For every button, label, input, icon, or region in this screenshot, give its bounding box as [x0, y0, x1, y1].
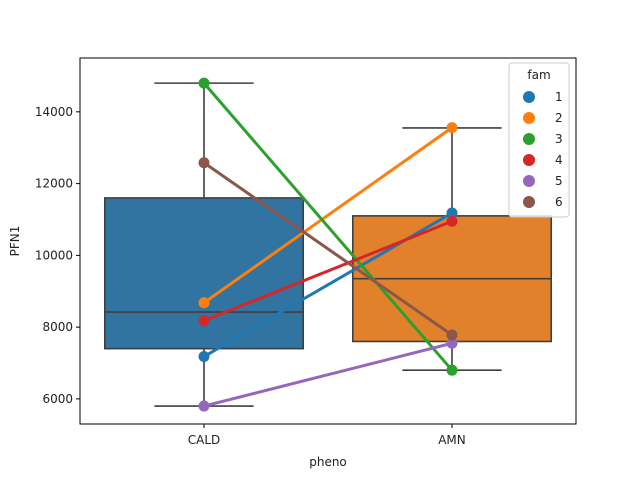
legend-marker: [523, 133, 535, 145]
series-fam-4: [198, 215, 458, 327]
legend-title: fam: [527, 68, 550, 82]
data-point: [446, 207, 458, 219]
boxes-layer: [104, 82, 552, 407]
y-tick-label: 6000: [42, 392, 73, 406]
legend-marker: [523, 112, 535, 124]
legend-item-6: 6: [523, 195, 563, 209]
series-line: [203, 219, 453, 323]
legend-marker: [523, 154, 535, 166]
series-line: [203, 161, 453, 337]
x-tick-label: AMN: [438, 433, 466, 447]
series-line: [203, 341, 453, 408]
data-point: [446, 122, 458, 134]
legend-item-5: 5: [523, 174, 563, 188]
series-layer: [198, 77, 458, 412]
y-tick-label: 12000: [35, 177, 73, 191]
series-fam-5: [198, 337, 458, 412]
legend: fam 1 2 3 4 5 6: [508, 62, 570, 218]
data-point: [446, 215, 458, 227]
x-tick-label: CALD: [188, 433, 221, 447]
series-line: [203, 126, 453, 304]
data-point: [446, 329, 458, 341]
series-line: [202, 82, 454, 372]
legend-label: 3: [555, 132, 563, 146]
legend-marker: [523, 196, 535, 208]
legend-label: 5: [555, 174, 563, 188]
series-fam-2: [198, 122, 458, 309]
legend-marker: [523, 175, 535, 187]
series-fam-3: [198, 77, 458, 376]
data-point: [198, 351, 210, 363]
y-tick-label: 14000: [35, 105, 73, 119]
legend-label: 1: [555, 90, 563, 104]
legend-label: 4: [555, 153, 563, 167]
legend-item-3: 3: [523, 132, 563, 146]
legend-label: 2: [555, 111, 563, 125]
legend-marker: [523, 91, 535, 103]
data-point: [198, 157, 210, 169]
x-axis-label: pheno: [309, 455, 347, 469]
data-point: [198, 297, 210, 309]
legend-item-1: 1: [523, 90, 563, 104]
y-axis-label: PFN1: [8, 226, 22, 257]
data-point: [198, 77, 210, 89]
y-tick-label: 8000: [42, 320, 73, 334]
series-fam-6: [198, 157, 458, 341]
plot-frame: [79, 57, 577, 425]
legend-item-4: 4: [523, 153, 563, 167]
legend-item-2: 2: [523, 111, 563, 125]
data-point: [446, 337, 458, 349]
data-point: [446, 364, 458, 376]
legend-label: 6: [555, 195, 563, 209]
data-point: [198, 400, 210, 412]
data-point: [198, 315, 210, 327]
y-axis: 6000 8000 10000 12000 14000: [35, 105, 80, 406]
x-axis: CALD AMN: [188, 424, 466, 447]
y-tick-label: 10000: [35, 248, 73, 262]
